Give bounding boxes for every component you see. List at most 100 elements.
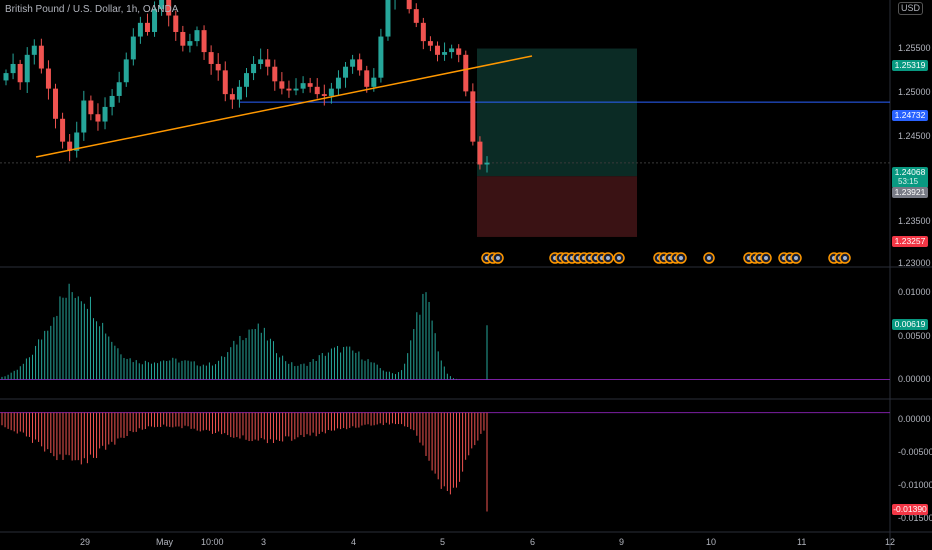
- candle-body: [137, 22, 143, 37]
- candle-body: [321, 94, 327, 96]
- stop-loss-price-badge: 1.23257: [892, 236, 928, 247]
- time-tick: 10:00: [201, 537, 224, 547]
- candle-body: [67, 141, 73, 151]
- time-tick: 10: [706, 537, 717, 547]
- candle-body: [173, 15, 179, 32]
- time-tick: 12: [885, 537, 896, 547]
- candle-body: [463, 54, 469, 92]
- time-tick: 3: [261, 537, 267, 547]
- candle-body: [442, 52, 448, 55]
- candle-body: [109, 95, 115, 107]
- candle-body: [350, 59, 356, 67]
- candle-body: [449, 48, 455, 53]
- candle-body: [130, 36, 136, 60]
- candle-body: [364, 70, 370, 87]
- price-tick: 1.23000: [898, 258, 931, 268]
- candle-body: [88, 100, 94, 115]
- price-tick: 1.25500: [898, 43, 931, 53]
- candle-body: [244, 73, 249, 87]
- candle-body: [102, 106, 108, 122]
- candle-body: [314, 86, 320, 95]
- candle-body: [413, 9, 419, 23]
- osc2-tick: -0.00500: [898, 447, 932, 457]
- last-price-value: 1.24068: [894, 167, 926, 177]
- candle-body: [152, 9, 158, 32]
- candle-body: [144, 22, 150, 32]
- candle-body: [434, 45, 440, 55]
- candle-body: [470, 91, 476, 142]
- candle-body: [236, 86, 242, 100]
- time-tick: 29: [80, 537, 91, 547]
- osc2-tick: 0.00000: [898, 414, 931, 424]
- candle-body: [74, 132, 80, 151]
- candle-body: [159, 0, 165, 10]
- take-profit-zone: [477, 48, 637, 177]
- price-tick: 1.23500: [898, 216, 931, 226]
- osc1-tick: 0.00000: [898, 374, 931, 384]
- osc2-tick: -0.01000: [898, 480, 932, 490]
- event-marker-flag: [496, 256, 500, 260]
- candle-body: [17, 63, 23, 83]
- candle-body: [60, 118, 66, 142]
- stop-loss-zone: [477, 176, 637, 237]
- candle-body: [215, 63, 221, 71]
- candle-body: [187, 41, 193, 46]
- candle-body: [45, 68, 51, 89]
- candle-body: [427, 41, 433, 46]
- candle-body: [406, 0, 412, 10]
- candle-body: [371, 77, 377, 87]
- candle-body: [229, 94, 235, 100]
- candle-body: [53, 88, 59, 119]
- event-marker-flag: [764, 256, 768, 260]
- candle-body: [166, 0, 172, 16]
- osc2-tick: -0.01500: [898, 513, 932, 523]
- time-tick: 9: [619, 537, 625, 547]
- candle-body: [378, 36, 384, 78]
- candle-body: [123, 59, 129, 83]
- event-marker-flag: [606, 256, 610, 260]
- last-price-badge: 1.24068: [892, 167, 928, 188]
- price-tick: 1.24500: [898, 131, 931, 141]
- candle-body: [10, 63, 16, 74]
- time-tick: 11: [797, 537, 807, 547]
- candle-body: [180, 31, 186, 46]
- candle-body: [484, 162, 490, 165]
- time-tick: May: [156, 537, 174, 547]
- candle-body: [307, 83, 313, 87]
- candle-body: [456, 48, 462, 55]
- candle-body: [116, 82, 122, 96]
- event-marker-flag: [617, 256, 621, 260]
- candle-body: [208, 52, 214, 64]
- candle-body: [343, 66, 349, 78]
- candle-body: [272, 66, 278, 82]
- candle-body: [38, 45, 44, 69]
- candle-body: [420, 22, 426, 42]
- candle-body: [81, 100, 87, 133]
- candle-body: [265, 59, 271, 67]
- candle-body: [194, 30, 200, 42]
- symbol-title: British Pound / U.S. Dollar, 1h, OANDA: [5, 4, 179, 15]
- candle-body: [357, 59, 363, 71]
- candle-body: [251, 63, 257, 74]
- osc1-tick: 0.01000: [898, 287, 931, 297]
- osc1-value-badge: 0.00619: [892, 319, 928, 330]
- candle-body: [95, 114, 101, 122]
- candle-body: [300, 83, 306, 89]
- candle-body: [24, 54, 30, 83]
- time-tick: 6: [530, 537, 536, 547]
- candle-body: [258, 59, 264, 64]
- price-tick: 1.25000: [898, 87, 931, 97]
- candle-body: [3, 73, 9, 81]
- event-marker-flag: [679, 256, 683, 260]
- candle-body: [328, 88, 334, 96]
- event-marker-flag: [843, 256, 847, 260]
- candle-body: [279, 81, 285, 89]
- entry-price-badge: 1.23921: [892, 187, 928, 198]
- osc2-value-badge: -0.01390: [892, 504, 928, 515]
- event-marker-flag: [794, 256, 798, 260]
- currency-button[interactable]: USD: [898, 2, 924, 15]
- candle-body: [286, 88, 292, 91]
- candle-body: [477, 141, 483, 165]
- time-tick: 4: [351, 537, 357, 547]
